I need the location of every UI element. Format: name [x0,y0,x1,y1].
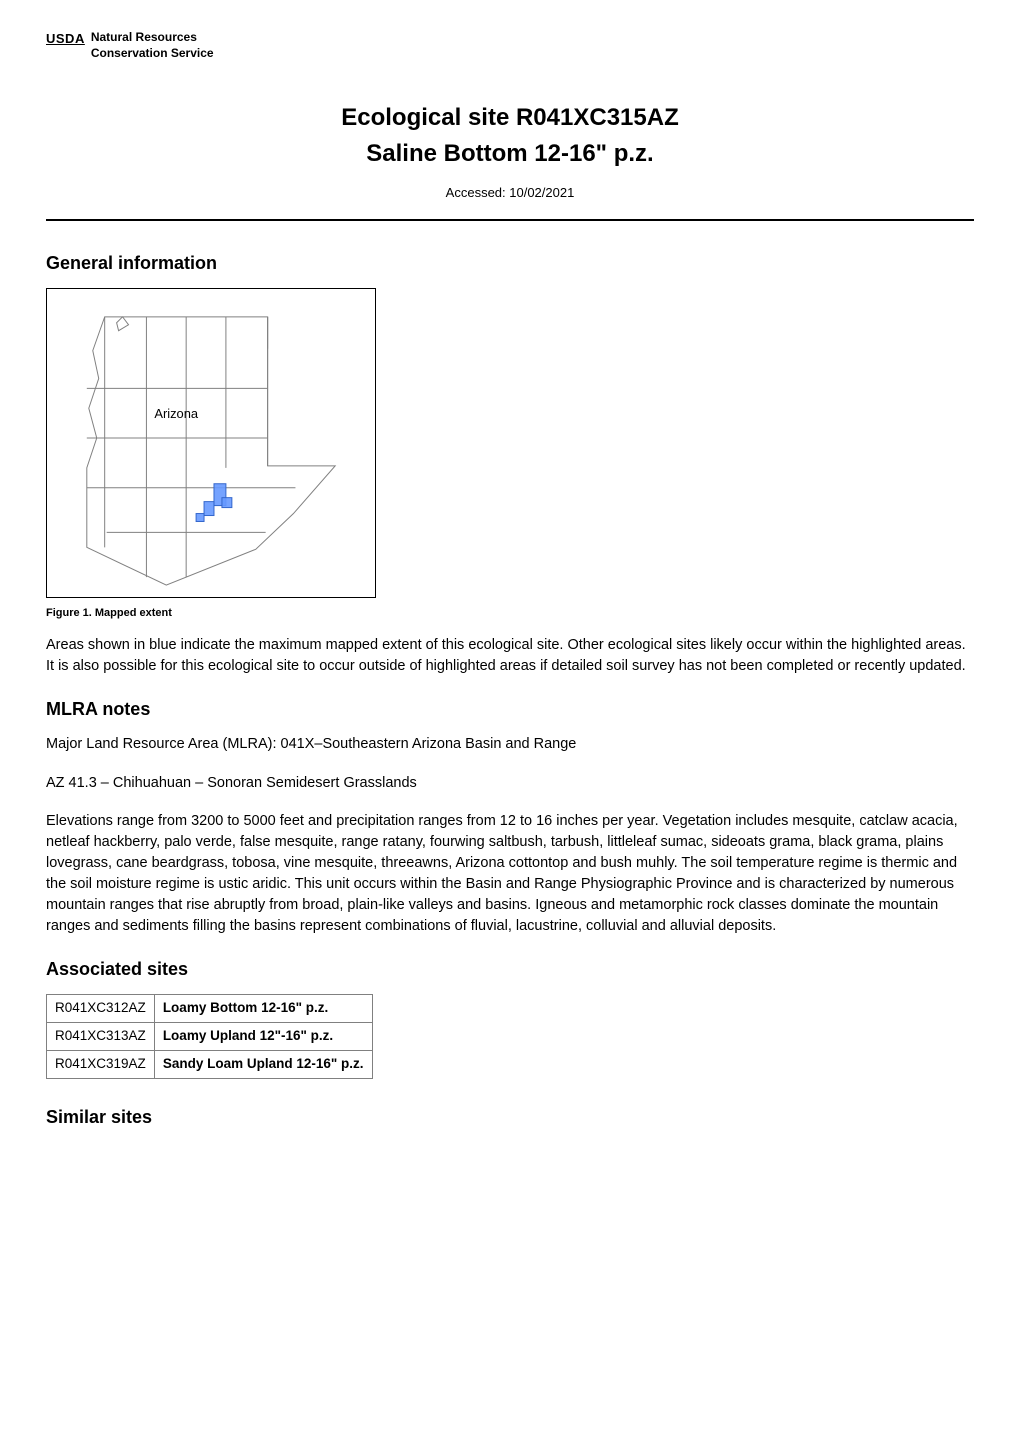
mlra-line1: Major Land Resource Area (MLRA): 041X–So… [46,734,974,754]
title-rule [46,219,974,221]
table-row: R041XC319AZ Sandy Loam Upland 12-16" p.z… [47,1051,373,1079]
table-row: R041XC312AZ Loamy Bottom 12-16" p.z. [47,995,373,1023]
mlra-line2: AZ 41.3 – Chihuahuan – Sonoran Semideser… [46,773,974,793]
agency-header: USDA Natural Resources Conservation Serv… [46,30,974,61]
agency-line2: Conservation Service [91,46,214,62]
mapped-extent-figure: Arizona [46,288,376,598]
map-state-label: Arizona [154,406,199,421]
accessed-date: Accessed: 10/02/2021 [46,184,974,202]
agency-abbrev: USDA [46,30,85,48]
site-code: R041XC312AZ [47,995,155,1023]
site-name: Sandy Loam Upland 12-16" p.z. [154,1051,372,1079]
mlra-notes-heading: MLRA notes [46,697,974,722]
associated-sites-heading: Associated sites [46,957,974,982]
extent-paragraph: Areas shown in blue indicate the maximum… [46,635,974,677]
similar-sites-heading: Similar sites [46,1105,974,1130]
arizona-map-svg: Arizona [47,289,375,597]
figure-caption: Figure 1. Mapped extent [46,606,974,621]
site-name: Loamy Bottom 12-16" p.z. [154,995,372,1023]
general-info-heading: General information [46,251,974,276]
agency-name-block: Natural Resources Conservation Service [91,30,214,61]
site-code: R041XC319AZ [47,1051,155,1079]
table-row: R041XC313AZ Loamy Upland 12"-16" p.z. [47,1023,373,1051]
page-title: Ecological site R041XC315AZ [46,101,974,135]
site-name: Loamy Upland 12"-16" p.z. [154,1023,372,1051]
mlra-paragraph: Elevations range from 3200 to 5000 feet … [46,811,974,937]
associated-sites-table: R041XC312AZ Loamy Bottom 12-16" p.z. R04… [46,994,373,1079]
site-code: R041XC313AZ [47,1023,155,1051]
agency-line1: Natural Resources [91,30,214,46]
page-subtitle: Saline Bottom 12-16" p.z. [46,137,974,171]
